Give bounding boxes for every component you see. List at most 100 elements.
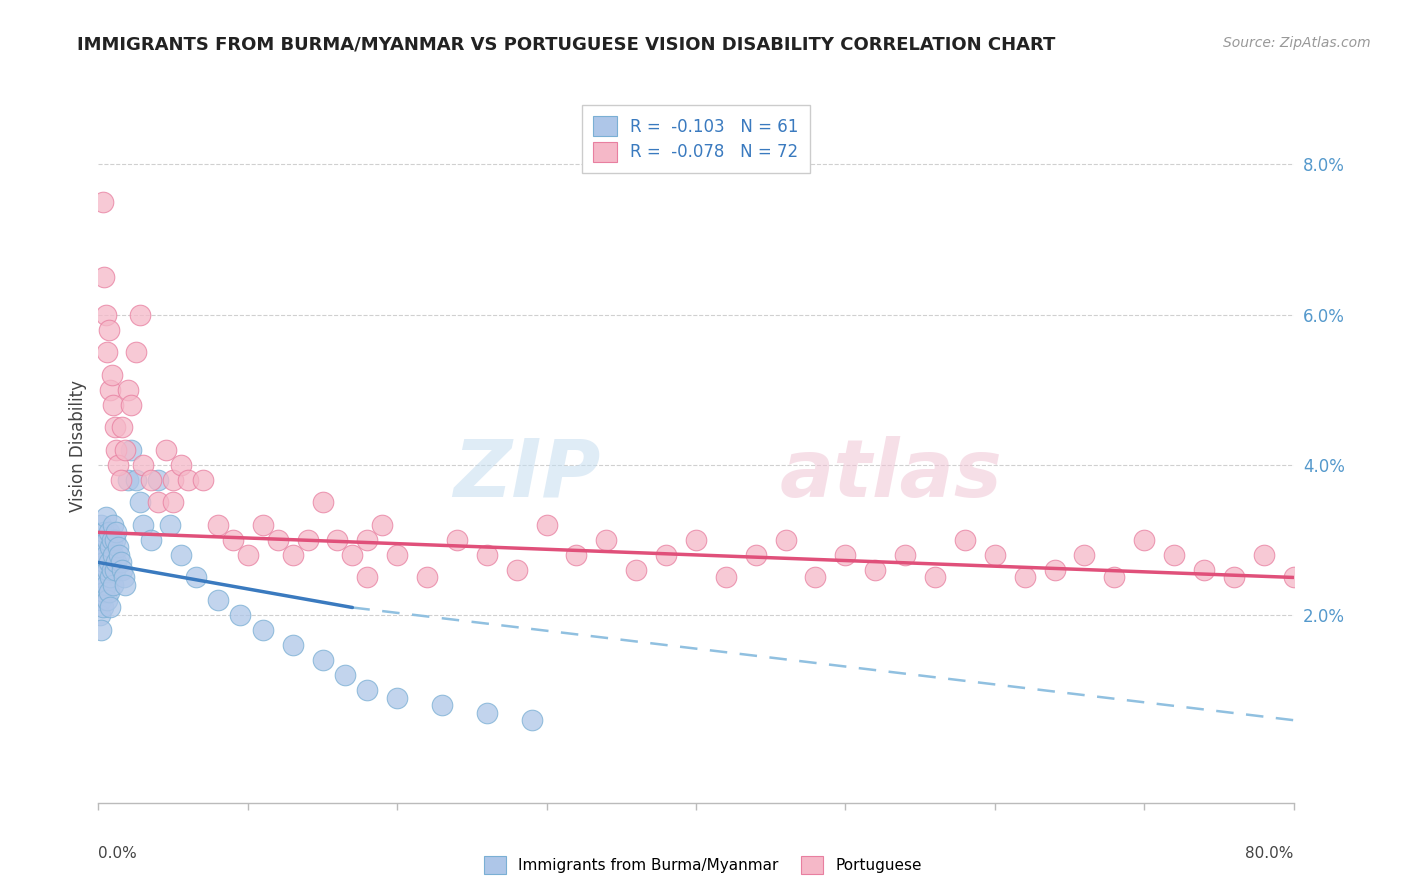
Point	[91, 600, 114, 615]
Point	[1192, 563, 1215, 577]
Point	[1223, 570, 1246, 584]
Point	[93, 556, 115, 570]
Point	[169, 458, 191, 472]
Point	[685, 533, 707, 547]
Point	[714, 570, 737, 584]
Point	[626, 563, 648, 577]
Point	[107, 541, 129, 555]
Point	[385, 690, 409, 705]
Point	[281, 638, 304, 652]
Point	[97, 585, 120, 599]
Point	[90, 623, 112, 637]
Point	[430, 698, 453, 713]
Point	[97, 525, 120, 540]
Text: atlas: atlas	[779, 435, 1002, 514]
Point	[1253, 548, 1275, 562]
Point	[162, 495, 184, 509]
Point	[98, 383, 122, 397]
Point	[120, 442, 142, 457]
Point	[281, 548, 304, 562]
Point	[105, 525, 128, 540]
Point	[103, 517, 125, 532]
Point	[89, 570, 111, 584]
Point	[97, 556, 120, 570]
Point	[96, 533, 118, 547]
Text: 0.0%: 0.0%	[98, 846, 138, 861]
Point	[104, 533, 127, 547]
Point	[834, 548, 856, 562]
Point	[117, 473, 139, 487]
Point	[104, 420, 127, 434]
Point	[865, 563, 887, 577]
Point	[103, 548, 125, 562]
Text: IMMIGRANTS FROM BURMA/MYANMAR VS PORTUGUESE VISION DISABILITY CORRELATION CHART: IMMIGRANTS FROM BURMA/MYANMAR VS PORTUGU…	[77, 36, 1056, 54]
Point	[536, 517, 558, 532]
Point	[371, 517, 394, 532]
Point	[132, 458, 155, 472]
Point	[91, 541, 114, 555]
Point	[120, 398, 142, 412]
Point	[111, 563, 134, 577]
Point	[103, 398, 125, 412]
Point	[984, 548, 1007, 562]
Point	[93, 585, 115, 599]
Point	[1312, 593, 1334, 607]
Point	[98, 570, 122, 584]
Point	[333, 668, 356, 682]
Point	[520, 713, 543, 727]
Point	[1014, 570, 1036, 584]
Point	[132, 517, 155, 532]
Point	[148, 473, 170, 487]
Point	[97, 322, 120, 336]
Point	[177, 473, 200, 487]
Point	[94, 510, 117, 524]
Point	[356, 570, 378, 584]
Point	[125, 345, 148, 359]
Point	[236, 548, 259, 562]
Point	[356, 683, 378, 698]
Point	[129, 308, 152, 322]
Point	[101, 563, 124, 577]
Legend: Immigrants from Burma/Myanmar, Portuguese: Immigrants from Burma/Myanmar, Portugues…	[478, 850, 928, 880]
Point	[101, 533, 124, 547]
Point	[169, 548, 191, 562]
Text: 80.0%: 80.0%	[1246, 846, 1294, 861]
Point	[91, 194, 114, 209]
Point	[924, 570, 946, 584]
Point	[89, 533, 111, 547]
Point	[311, 495, 333, 509]
Point	[416, 570, 439, 584]
Point	[191, 473, 214, 487]
Point	[98, 541, 122, 555]
Point	[117, 383, 139, 397]
Point	[90, 593, 112, 607]
Point	[96, 563, 118, 577]
Point	[1282, 570, 1305, 584]
Point	[775, 533, 797, 547]
Point	[96, 593, 118, 607]
Point	[385, 548, 409, 562]
Point	[103, 578, 125, 592]
Point	[90, 548, 112, 562]
Point	[326, 533, 349, 547]
Point	[93, 525, 115, 540]
Point	[139, 533, 162, 547]
Point	[129, 495, 152, 509]
Point	[90, 517, 112, 532]
Point	[222, 533, 245, 547]
Point	[94, 548, 117, 562]
Point	[148, 495, 170, 509]
Point	[894, 548, 917, 562]
Point	[89, 607, 111, 622]
Point	[356, 533, 378, 547]
Point	[184, 570, 207, 584]
Text: Source: ZipAtlas.com: Source: ZipAtlas.com	[1223, 36, 1371, 50]
Point	[101, 368, 124, 382]
Point	[159, 517, 181, 532]
Point	[107, 458, 129, 472]
Point	[155, 442, 177, 457]
Point	[1163, 548, 1185, 562]
Point	[311, 653, 333, 667]
Point	[104, 563, 127, 577]
Point	[108, 548, 131, 562]
